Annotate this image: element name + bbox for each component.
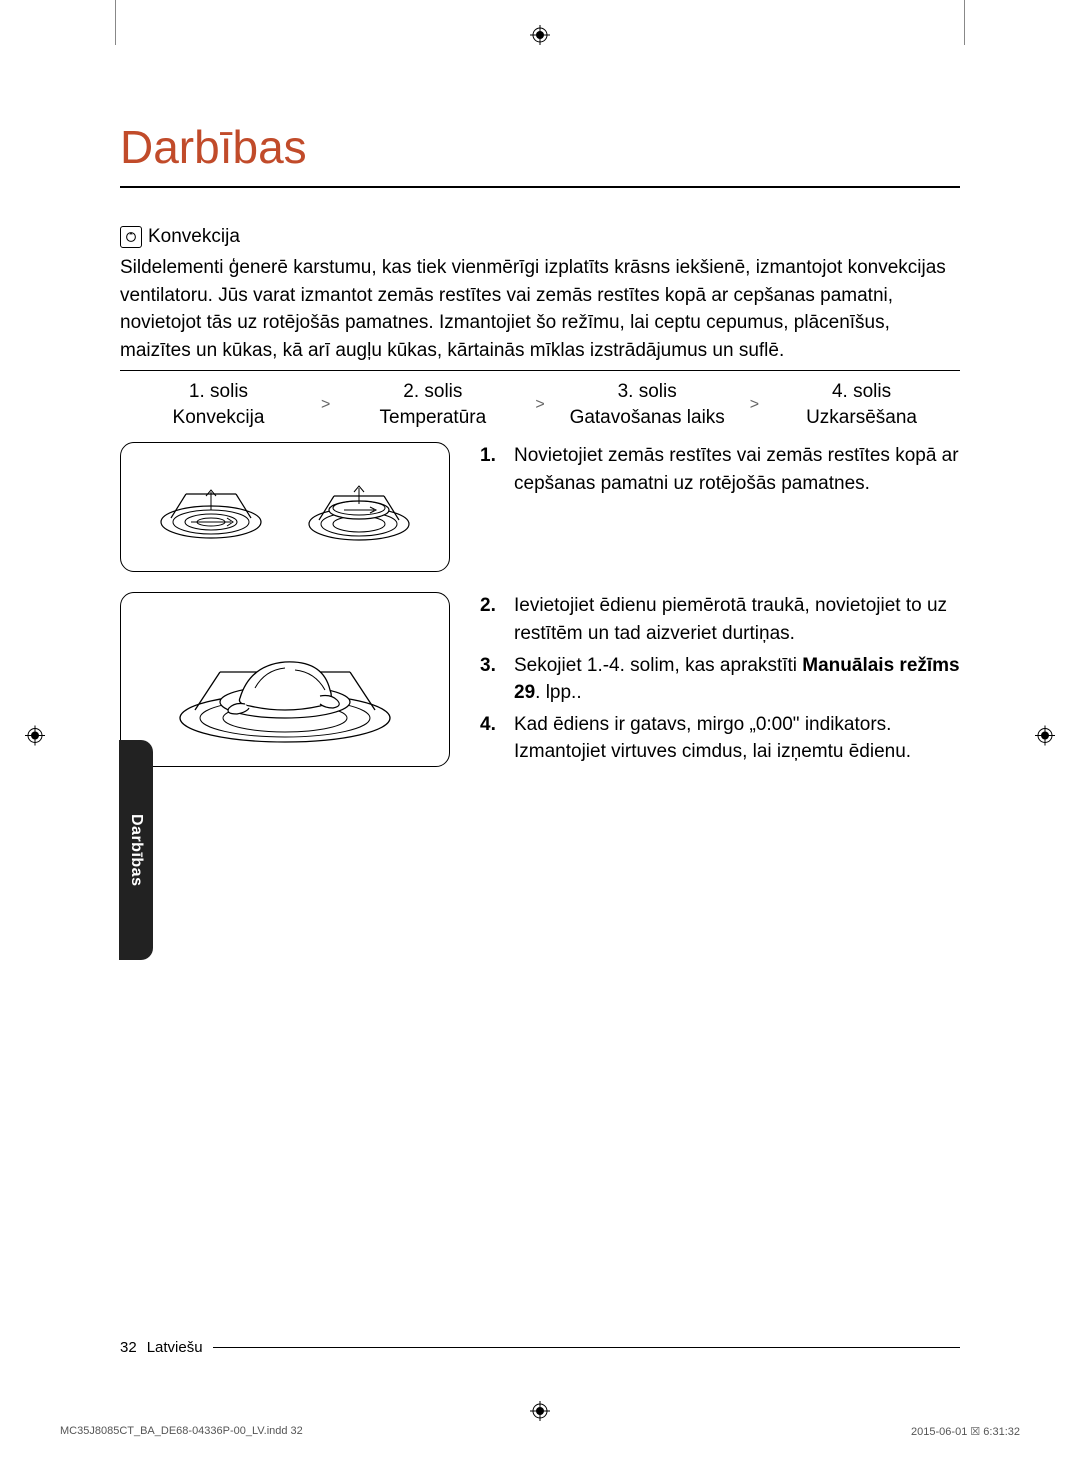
side-tab: Darbības <box>119 740 153 960</box>
crop-mark <box>964 0 965 45</box>
page-footer: 32 Latviešu <box>120 1339 960 1356</box>
registration-mark <box>530 25 550 50</box>
content-row: Novietojiet zemās restītes vai zemās res… <box>120 442 960 572</box>
step-num: 1. solis <box>120 379 317 405</box>
meta-file: MC35J8085CT_BA_DE68-04336P-00_LV.indd 32 <box>60 1425 303 1438</box>
step-label: Konvekcija <box>120 405 317 431</box>
section-heading: Konvekcija <box>120 226 960 248</box>
illustration-cell <box>120 442 450 572</box>
title-rule <box>120 186 960 188</box>
side-tab-label: Darbības <box>127 814 145 886</box>
section-label-text: Konvekcija <box>148 226 240 248</box>
page-title: Darbības <box>120 120 960 174</box>
instruction-item: Ievietojiet ēdienu piemērotā traukā, nov… <box>480 592 960 647</box>
instruction-item: Kad ēdiens ir gatavs, mirgo „0:00" indik… <box>480 711 960 766</box>
print-meta: MC35J8085CT_BA_DE68-04336P-00_LV.indd 32… <box>60 1425 1020 1438</box>
instruction-item: Sekojiet 1.-4. solim, kas aprakstīti Man… <box>480 652 960 707</box>
section-description: Sildelementi ģenerē karstumu, kas tiek v… <box>120 254 960 364</box>
instr-text: . lpp.. <box>535 682 581 703</box>
registration-mark <box>1035 726 1055 751</box>
chevron-right-icon: > <box>531 396 548 414</box>
instr-text: Sekojiet 1.-4. solim, kas aprakstīti <box>514 655 802 676</box>
registration-mark <box>530 1401 550 1426</box>
step-label: Gatavošanas laiks <box>549 405 746 431</box>
divider <box>120 370 960 371</box>
instruction-list: Ievietojiet ēdienu piemērotā traukā, nov… <box>480 592 960 769</box>
registration-mark <box>25 726 45 751</box>
crop-mark <box>115 0 116 45</box>
food-on-rack-icon <box>155 610 415 750</box>
meta-date: 2015-06-01 ☒ 6:31:32 <box>911 1425 1020 1438</box>
page-language: Latviešu <box>147 1339 203 1356</box>
step-num: 3. solis <box>549 379 746 405</box>
rack-tray-icon <box>299 462 419 552</box>
rack-icon <box>151 462 271 552</box>
step-cell: 3. solis Gatavošanas laiks <box>549 379 746 430</box>
convection-icon <box>120 226 142 248</box>
footer-rule <box>213 1347 960 1348</box>
step-num: 2. solis <box>334 379 531 405</box>
illustration-frame <box>120 592 450 767</box>
step-cell: 4. solis Uzkarsēšana <box>763 379 960 430</box>
instruction-item: Novietojiet zemās restītes vai zemās res… <box>480 442 960 497</box>
page-number: 32 <box>120 1339 137 1356</box>
instruction-list: Novietojiet zemās restītes vai zemās res… <box>480 442 960 572</box>
content-row: Ievietojiet ēdienu piemērotā traukā, nov… <box>120 592 960 769</box>
step-num: 4. solis <box>763 379 960 405</box>
step-label: Temperatūra <box>334 405 531 431</box>
step-cell: 2. solis Temperatūra <box>334 379 531 430</box>
step-label: Uzkarsēšana <box>763 405 960 431</box>
steps-row: 1. solis Konvekcija > 2. solis Temperatū… <box>120 379 960 430</box>
illustration-frame <box>120 442 450 572</box>
step-cell: 1. solis Konvekcija <box>120 379 317 430</box>
chevron-right-icon: > <box>746 396 763 414</box>
illustration-cell <box>120 592 450 769</box>
chevron-right-icon: > <box>317 396 334 414</box>
